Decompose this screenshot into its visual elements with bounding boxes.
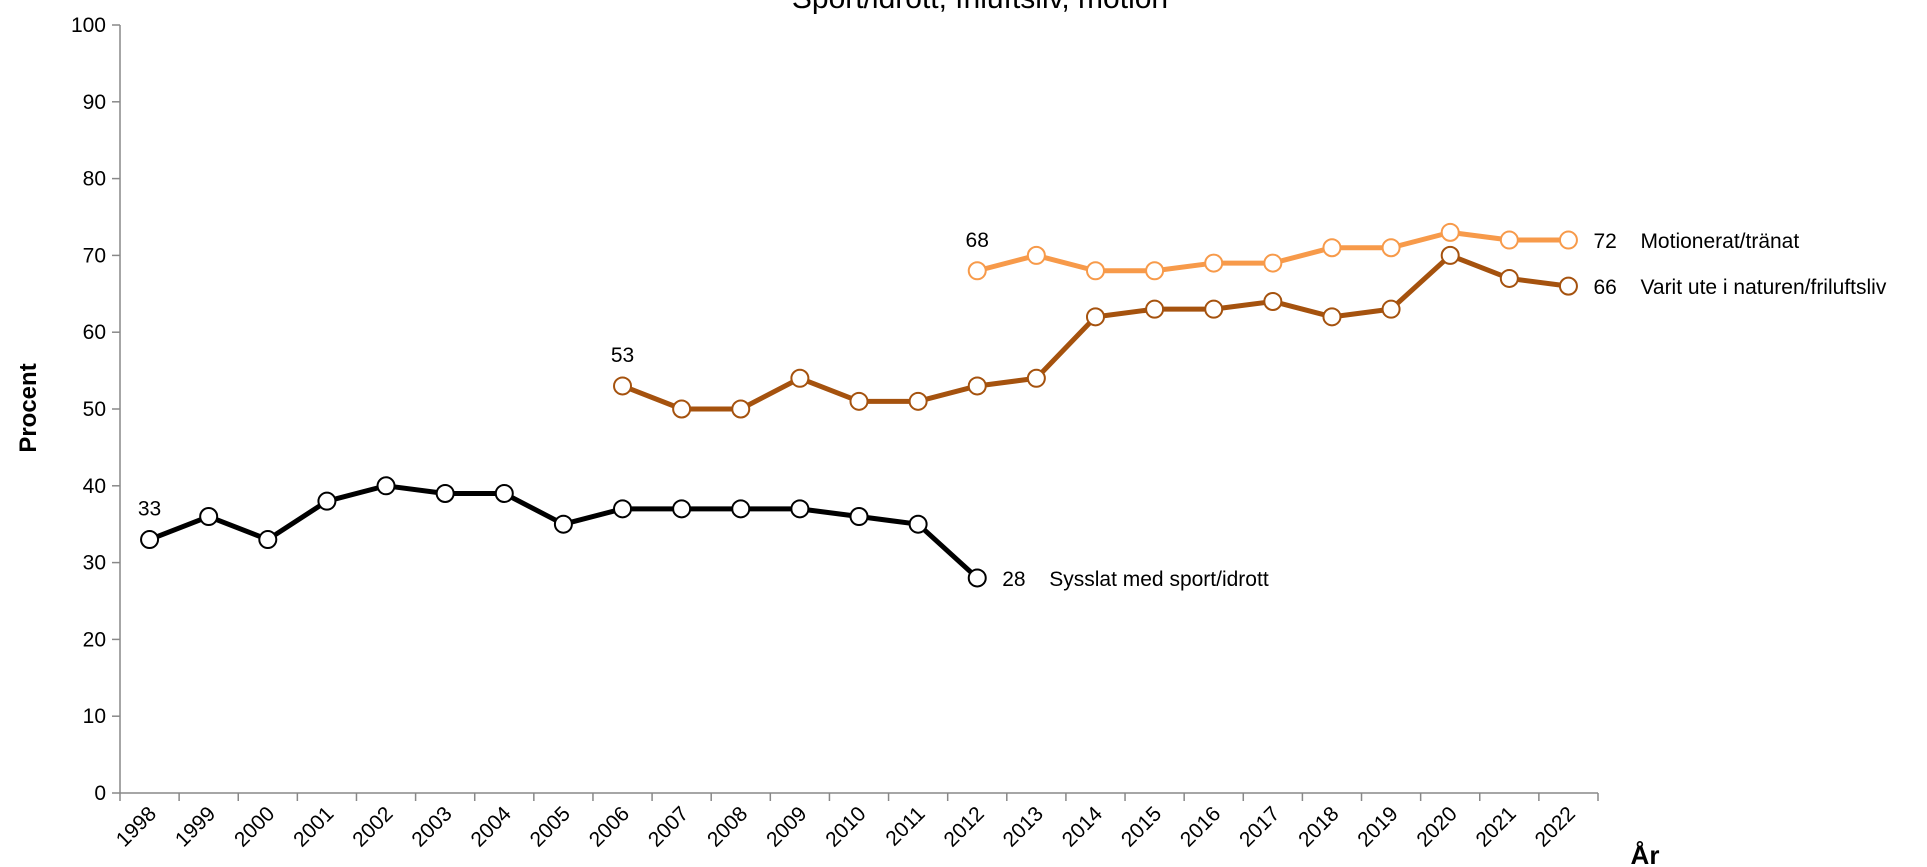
marker [967,376,987,396]
marker [1499,230,1519,250]
x-tick-label: 2010 [821,802,870,851]
x-tick-label: 2018 [1294,802,1343,851]
marker [1381,238,1401,258]
x-axis-title: År [1631,840,1660,867]
marker [908,391,928,411]
marker [258,530,278,550]
x-tick-label: 2013 [999,802,1048,851]
marker [613,376,633,396]
y-tick-label: 30 [83,552,106,575]
x-tick-label: 2004 [467,802,517,852]
marker [494,483,514,503]
series-label: Varit ute i naturen/friluftsliv [1640,276,1886,299]
marker [317,491,337,511]
x-tick-label: 1999 [171,802,220,851]
chart-title: Sport/idrott, friluftsliv, motion [792,0,1168,15]
marker [613,499,633,519]
marker [967,568,987,588]
x-tick-label: 2020 [1412,802,1461,851]
data-label: 33 [138,498,161,521]
y-tick-label: 90 [83,91,106,114]
marker [1263,253,1283,273]
x-tick-label: 1998 [112,802,161,851]
x-tick-label: 2014 [1058,802,1108,852]
marker [1499,268,1519,288]
x-tick-label: 2015 [1117,802,1166,851]
marker [140,530,160,550]
series-label: Sysslat med sport/idrott [1049,568,1269,591]
data-label: 72 [1593,230,1616,253]
x-tick-label: 2003 [407,802,456,851]
marker [731,399,751,419]
y-tick-label: 80 [83,168,106,191]
x-tick-label: 2001 [289,802,338,851]
marker [1204,299,1224,319]
y-tick-label: 100 [71,14,106,37]
marker [1440,222,1460,242]
y-axis-title: Procent [15,363,42,452]
marker [1322,238,1342,258]
marker [1204,253,1224,273]
marker [908,514,928,534]
marker [1085,307,1105,327]
marker [731,499,751,519]
x-tick-label: 2007 [644,802,693,851]
marker [1263,291,1283,311]
y-tick-label: 40 [83,475,106,498]
y-tick-label: 60 [83,321,106,344]
y-tick-label: 20 [83,628,106,651]
marker [672,499,692,519]
x-tick-label: 2008 [703,802,752,851]
y-tick-label: 70 [83,244,106,267]
marker [1145,299,1165,319]
marker [1085,261,1105,281]
x-tick-label: 2016 [1176,802,1225,851]
x-tick-label: 2006 [585,802,634,851]
marker [1145,261,1165,281]
marker [849,391,869,411]
marker [1381,299,1401,319]
marker [1440,245,1460,265]
marker [849,507,869,527]
marker [967,261,987,281]
marker [1558,276,1578,296]
x-tick-label: 2022 [1531,802,1580,851]
x-tick-label: 2002 [348,802,397,851]
marker [1026,368,1046,388]
marker [1322,307,1342,327]
x-tick-label: 2021 [1472,802,1521,851]
y-tick-label: 0 [94,782,106,805]
series-label: Motionerat/tränat [1640,230,1799,253]
y-tick-label: 10 [83,705,106,728]
x-tick-label: 2005 [526,802,575,851]
x-tick-label: 2000 [230,802,279,851]
marker [790,499,810,519]
data-label: 66 [1593,276,1616,299]
marker [672,399,692,419]
y-tick-label: 50 [83,398,106,421]
x-tick-label: 2012 [939,802,988,851]
data-label: 28 [1002,568,1025,591]
marker [435,483,455,503]
x-tick-label: 2019 [1353,802,1402,851]
marker [376,476,396,496]
marker [1558,230,1578,250]
marker [1026,245,1046,265]
marker [199,507,219,527]
marker [553,514,573,534]
data-label: 53 [611,344,634,367]
marker [790,368,810,388]
x-tick-label: 2011 [881,802,929,850]
x-tick-label: 2009 [762,802,811,851]
data-label: 68 [966,229,989,252]
x-tick-label: 2017 [1235,802,1284,851]
